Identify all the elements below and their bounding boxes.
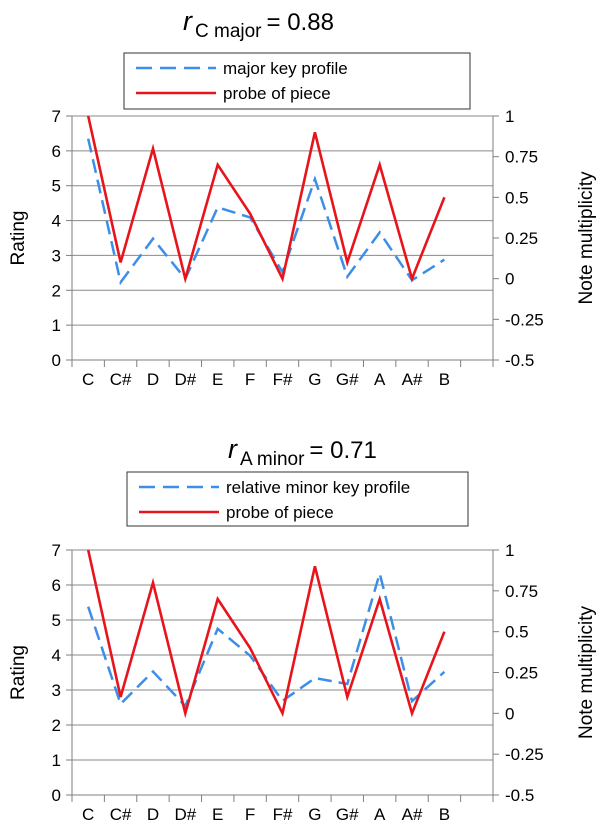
y2-tick-label: 0.5 — [505, 188, 529, 207]
y2-tick-label: 0 — [505, 270, 514, 289]
y2-tick-label: 0 — [505, 704, 514, 723]
y2-tick-label: 0.75 — [505, 148, 538, 167]
series-line-2 — [86, 549, 446, 719]
legend-label-1: major key profile — [223, 59, 348, 78]
legend-label-2: probe of piece — [223, 84, 331, 103]
y-axis-title: Rating — [8, 645, 29, 700]
y-tick-label: 0 — [52, 351, 61, 370]
series-line-1 — [86, 138, 446, 286]
x-tick-label: A — [374, 370, 386, 389]
y-tick-label: 3 — [52, 246, 61, 265]
x-tick-label: B — [439, 805, 450, 824]
x-tick-label: D — [147, 805, 159, 824]
y-tick-label: 2 — [52, 281, 61, 300]
y-tick-label: 4 — [52, 646, 61, 665]
y-axis-title: Rating — [8, 211, 29, 266]
x-tick-label: G# — [336, 370, 359, 389]
x-tick-label: E — [212, 805, 223, 824]
legend-label-2: probe of piece — [226, 503, 334, 522]
x-tick-label: C# — [110, 370, 132, 389]
y-tick-label: 5 — [52, 611, 61, 630]
x-tick-label: A — [374, 805, 386, 824]
y2-tick-label: -0.25 — [505, 745, 544, 764]
y2-tick-label: -0.5 — [505, 786, 534, 805]
y-tick-label: 1 — [52, 316, 61, 335]
legend-box — [123, 52, 471, 110]
y2-tick-label: 0.75 — [505, 582, 538, 601]
x-tick-label: B — [439, 370, 450, 389]
y-tick-label: 7 — [52, 541, 61, 560]
x-tick-label: G — [308, 370, 321, 389]
y-tick-label: 7 — [52, 107, 61, 126]
y-tick-label: 6 — [52, 142, 61, 161]
x-tick-label: C — [82, 805, 94, 824]
y2-tick-label: 0.25 — [505, 229, 538, 248]
x-tick-label: C — [82, 370, 94, 389]
y-tick-label: 2 — [52, 716, 61, 735]
x-tick-label: A# — [402, 805, 423, 824]
y-tick-label: 3 — [52, 681, 61, 700]
y2-axis-title: Note multiplicity — [576, 171, 597, 305]
y2-tick-label: 1 — [505, 107, 514, 126]
x-tick-label: D# — [174, 805, 196, 824]
legend-box — [126, 471, 469, 527]
y-tick-label: 5 — [52, 177, 61, 196]
x-tick-label: G — [308, 805, 321, 824]
y2-tick-label: -0.25 — [505, 310, 544, 329]
x-tick-label: A# — [402, 370, 423, 389]
series-line-2 — [86, 115, 446, 284]
title-symbol: r — [183, 6, 193, 36]
y-tick-label: 1 — [52, 751, 61, 770]
x-tick-label: F — [245, 805, 255, 824]
y-tick-label: 0 — [52, 786, 61, 805]
x-tick-label: D# — [174, 370, 196, 389]
legend-label-1: relative minor key profile — [226, 478, 410, 497]
y2-tick-label: 0.5 — [505, 623, 529, 642]
y2-tick-label: 1 — [505, 541, 514, 560]
x-tick-label: F# — [273, 805, 293, 824]
y-tick-label: 4 — [52, 212, 61, 231]
title-subscript: A minor — [240, 449, 305, 470]
x-tick-label: E — [212, 370, 223, 389]
x-tick-label: C# — [110, 805, 132, 824]
title-value: = 0.71 — [309, 437, 376, 464]
x-tick-label: F# — [273, 370, 293, 389]
y-tick-label: 6 — [52, 576, 61, 595]
title-value: = 0.88 — [267, 9, 334, 36]
x-tick-label: D — [147, 370, 159, 389]
y2-tick-label: 0.25 — [505, 664, 538, 683]
title-symbol: r — [228, 434, 238, 464]
x-tick-label: G# — [336, 805, 359, 824]
y2-axis-title: Note multiplicity — [576, 605, 597, 739]
title-subscript: C major — [195, 21, 262, 42]
x-tick-label: F — [245, 370, 255, 389]
y2-tick-label: -0.5 — [505, 351, 534, 370]
